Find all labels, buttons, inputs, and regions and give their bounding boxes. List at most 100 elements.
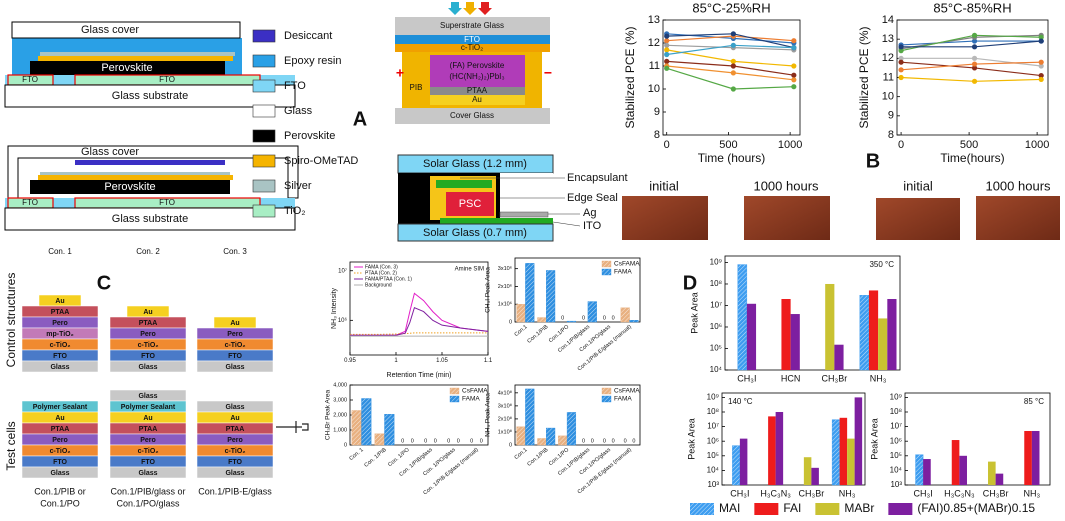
y-axis-label: Peak Area (686, 418, 696, 460)
value-label: 0 (424, 438, 427, 444)
legend-label: MAI (719, 501, 740, 515)
bar (988, 461, 996, 485)
layer-label: Glass (138, 364, 157, 371)
caption: Con.1/PIB or (34, 486, 86, 496)
clamp-icon (276, 421, 309, 433)
point (898, 44, 904, 50)
value-label: 0 (470, 438, 473, 444)
y-tick-label: 10⁷ (338, 267, 347, 274)
layer-label: Au (55, 415, 64, 422)
ptaa (430, 87, 525, 95)
x-tick-label: 1 (394, 358, 398, 364)
x-tick-label: HCN (781, 373, 801, 383)
x-tick-label: CH₃Br (983, 488, 1009, 498)
legend-label: FAMA (Con. 3) (365, 264, 398, 270)
legend-swatch (252, 129, 276, 143)
layer (196, 466, 274, 479)
photo-caption: initial (649, 178, 679, 193)
y-tick-label: 10⁷ (890, 422, 902, 431)
legend-swatch (601, 387, 612, 395)
x-tick-label: 1.1 (484, 358, 493, 364)
x-tick-label: H₃C₃N₃ (760, 488, 791, 498)
bar (995, 473, 1004, 485)
label: FTO (464, 35, 480, 44)
label: FTO (159, 75, 175, 84)
layer (109, 466, 187, 479)
legend-label: FAMA/PTAA (Con. 1) (365, 276, 412, 282)
x-tick-label: H₃C₃N₃ (944, 488, 975, 498)
label: Solar Glass (1.2 mm) (423, 158, 527, 170)
value-label: 0 (612, 438, 615, 444)
bar (1031, 430, 1040, 485)
x-tick-label: CH₃Br (822, 373, 848, 383)
y-tick-label: 10⁵ (707, 451, 719, 460)
layer-label: c-TiO₂ (50, 448, 71, 455)
legend-label: Desiccant (284, 30, 332, 42)
leader (552, 221, 581, 227)
plot-frame (514, 384, 641, 446)
chart-title: 85°C-85%RH (933, 0, 1011, 15)
y-tick-label: 8 (888, 129, 894, 141)
y-tick-label: 9 (654, 106, 660, 118)
layer-label: PTAA (51, 426, 70, 433)
panel-label: C (97, 272, 111, 294)
legend-swatch (449, 387, 460, 395)
legend-swatch (449, 395, 460, 403)
y-tick-label: 1x10⁸ (498, 428, 512, 435)
y-tick-label: 11 (649, 60, 660, 72)
point (791, 72, 797, 78)
layer-label: Au (143, 309, 152, 316)
point (730, 70, 736, 76)
bar (516, 426, 526, 446)
ctio2 (395, 44, 550, 52)
label: PTAA (467, 86, 488, 95)
bar (384, 414, 395, 446)
au (430, 95, 525, 105)
x-tick-label: 0.95 (344, 358, 356, 364)
layer-label: Polymer Sealant (33, 404, 88, 411)
x-tick-label: Con.1/PIB (526, 447, 549, 468)
y-tick-label: 10⁶ (890, 436, 902, 445)
y-tick-label: 0 (509, 319, 512, 325)
label: (HC(NH₂)₂)PbI₃ (449, 72, 504, 81)
chart-title: 85°C-25%RH (692, 0, 770, 15)
label: Glass cover (81, 146, 139, 158)
perovskite (30, 61, 225, 75)
x-tick-label: Con.1 (514, 447, 529, 461)
bar (951, 440, 960, 485)
photo-caption: initial (903, 178, 933, 193)
point (1038, 59, 1044, 65)
bar (825, 283, 835, 370)
bar (915, 454, 924, 486)
y-tick-label: 10⁶ (707, 436, 719, 445)
y-tick-label: 10⁷ (710, 301, 722, 310)
legend-label: Silver (284, 180, 312, 192)
photo-caption: 1000 hours (985, 178, 1051, 193)
arrow (478, 2, 492, 15)
point (664, 33, 670, 39)
layer-label: FTO (228, 353, 242, 360)
chart-title: 350 °C (869, 260, 894, 269)
bar (768, 416, 776, 485)
y-tick-label: 2x10⁸ (498, 415, 512, 422)
layer (21, 466, 99, 479)
legend-swatch (252, 204, 276, 218)
y-axis-label: CH₃I Peak Area (485, 267, 492, 313)
legend-swatch (815, 503, 840, 515)
layer (21, 360, 99, 373)
photo (876, 198, 960, 240)
perovskite (30, 180, 230, 194)
y-axis-label: NH₃ Intensity (331, 288, 338, 329)
value-label: 0 (411, 438, 414, 444)
point (730, 58, 736, 64)
label: Perovskite (104, 181, 155, 193)
y-tick-label: 1,000 (333, 427, 347, 433)
row-label: Control structures (4, 273, 18, 368)
legend-swatch (252, 54, 276, 68)
y-tick-label: 13 (882, 33, 894, 45)
bar (839, 417, 848, 485)
legend-label: MABr (844, 501, 874, 515)
value-label: 0 (591, 438, 594, 444)
bar (959, 455, 967, 485)
layer-label: c-TiO₂ (225, 448, 246, 455)
